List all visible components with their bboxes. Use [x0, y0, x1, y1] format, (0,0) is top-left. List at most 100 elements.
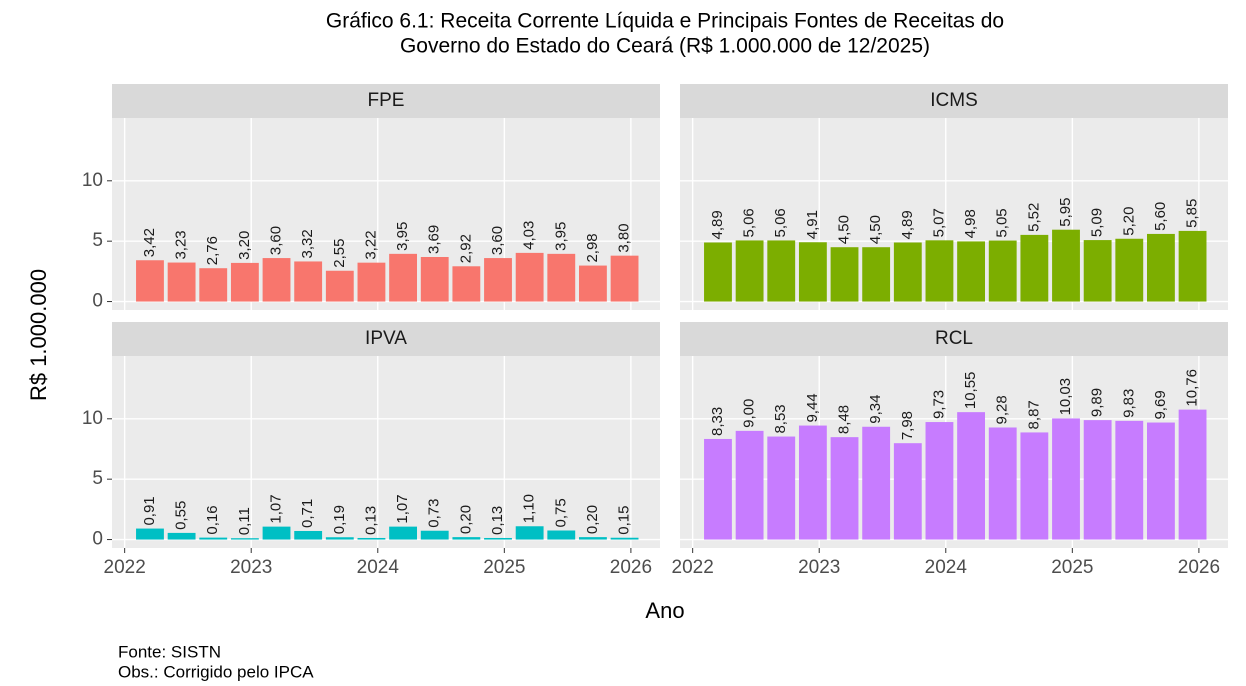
bar	[735, 430, 764, 540]
bar	[925, 240, 954, 302]
data-label: 4,03	[521, 221, 538, 250]
data-label: 5,07	[930, 208, 947, 237]
bar	[420, 530, 449, 540]
bar	[230, 262, 259, 302]
data-label: 0,13	[489, 506, 506, 535]
data-label: 0,16	[204, 505, 221, 534]
panel-title: ICMS	[930, 90, 978, 111]
data-label: 1,07	[267, 494, 284, 523]
data-label: 3,23	[173, 230, 190, 259]
data-label: 9,83	[1120, 389, 1137, 418]
x-tick-label: 2023	[798, 557, 840, 578]
bar	[767, 436, 796, 540]
data-label: 10,55	[962, 372, 979, 410]
bar	[1020, 234, 1049, 302]
bar	[294, 261, 323, 302]
footnote: Obs.: Corrigido pelo IPCA	[118, 662, 314, 681]
chart-title: Gráfico 6.1: Receita Corrente Líquida e …	[326, 10, 1004, 33]
data-label: 5,06	[741, 208, 758, 237]
data-label: 1,10	[521, 494, 538, 523]
data-label: 8,53	[772, 404, 789, 433]
data-label: 2,55	[331, 239, 348, 268]
bar	[1178, 409, 1207, 540]
data-label: 5,60	[1152, 202, 1169, 231]
x-tick-label: 2026	[1178, 557, 1220, 578]
bar	[893, 443, 922, 540]
bar	[988, 240, 1017, 302]
bar	[1052, 229, 1080, 302]
y-tick-label: 10	[82, 408, 103, 429]
data-label: 3,95	[552, 222, 569, 251]
bar	[452, 266, 481, 302]
bar	[798, 425, 827, 540]
data-label: 3,69	[426, 225, 443, 254]
bar	[1147, 233, 1175, 302]
data-label: 4,50	[835, 215, 852, 244]
data-label: 8,48	[835, 405, 852, 434]
data-label: 0,13	[362, 506, 379, 535]
bar	[957, 412, 986, 540]
bar	[610, 255, 639, 302]
data-label: 0,71	[299, 499, 316, 528]
data-label: 0,11	[236, 507, 253, 535]
bar	[420, 256, 449, 302]
bar	[957, 241, 986, 302]
data-label: 5,95	[1057, 197, 1074, 226]
data-label: 3,20	[236, 231, 253, 260]
bar	[925, 422, 954, 540]
data-label: 0,55	[173, 501, 190, 530]
data-label: 10,03	[1057, 378, 1074, 416]
bar	[199, 268, 228, 302]
x-tick-label: 2022	[104, 557, 146, 578]
data-label: 9,89	[1089, 388, 1106, 417]
x-tick-label: 2025	[1051, 557, 1093, 578]
bar	[136, 260, 164, 302]
bar	[484, 258, 512, 302]
data-label: 8,33	[709, 407, 726, 436]
bar	[1052, 418, 1080, 540]
bar	[1083, 240, 1112, 302]
panel	[112, 356, 660, 548]
data-label: 8,87	[1025, 400, 1042, 429]
bar	[579, 537, 607, 540]
data-label: 4,98	[962, 209, 979, 238]
data-label: 3,42	[141, 228, 158, 257]
bar	[704, 438, 732, 540]
data-label: 9,44	[804, 393, 821, 422]
bar	[294, 530, 323, 540]
y-tick-label: 0	[92, 291, 103, 312]
bar	[735, 240, 764, 302]
bar	[199, 537, 228, 540]
bar	[767, 240, 796, 302]
data-label: 9,34	[867, 395, 884, 424]
x-tick-label: 2022	[672, 557, 714, 578]
x-tick-label: 2026	[610, 557, 652, 578]
y-tick-label: 5	[92, 230, 103, 251]
bar	[167, 262, 196, 302]
data-label: 10,76	[1184, 369, 1201, 407]
bar	[1083, 420, 1112, 540]
bar	[547, 253, 576, 302]
bar	[357, 262, 386, 302]
bar	[389, 526, 418, 540]
bar	[262, 258, 291, 302]
bar	[484, 537, 512, 540]
data-label: 0,75	[552, 498, 569, 527]
bar	[515, 252, 544, 302]
bar	[262, 526, 291, 540]
data-label: 5,09	[1089, 208, 1106, 237]
x-tick-label: 2024	[357, 557, 400, 578]
data-label: 9,28	[994, 395, 1011, 424]
data-label: 3,60	[489, 226, 506, 255]
data-label: 2,92	[457, 234, 474, 263]
bar	[988, 427, 1017, 540]
data-label: 3,32	[299, 229, 316, 258]
data-label: 0,15	[616, 506, 633, 535]
y-tick-label: 5	[92, 468, 103, 489]
data-label: 2,76	[204, 236, 221, 265]
x-tick-label: 2024	[925, 557, 968, 578]
bar	[862, 247, 891, 302]
bar	[230, 538, 259, 540]
data-label: 2,98	[584, 233, 601, 262]
bar	[1115, 238, 1144, 302]
